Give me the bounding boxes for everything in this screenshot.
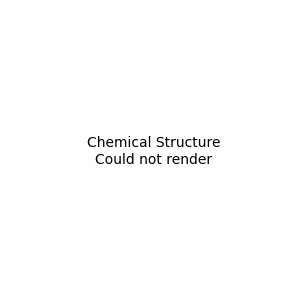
Text: Chemical Structure
Could not render: Chemical Structure Could not render — [87, 136, 220, 166]
